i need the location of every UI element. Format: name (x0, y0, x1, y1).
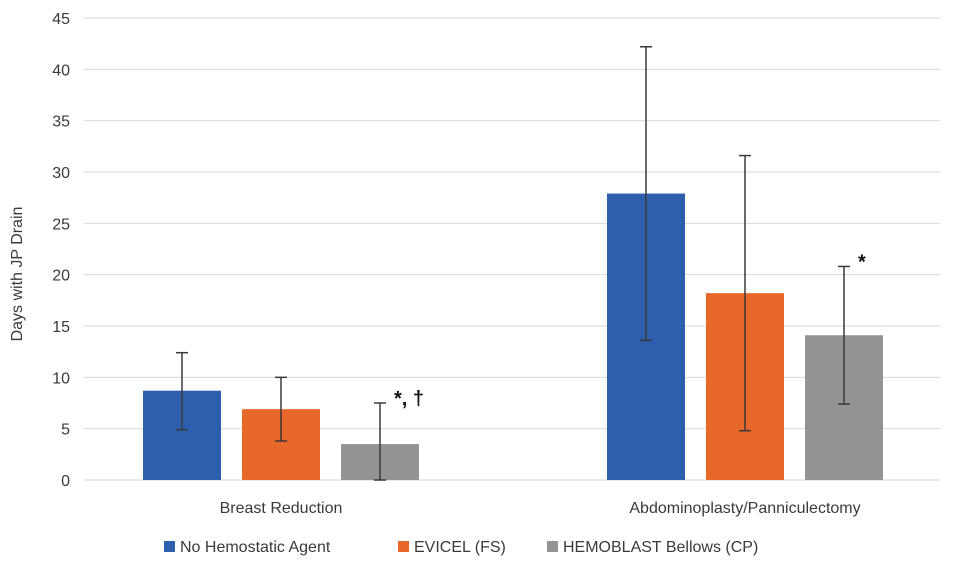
error-bar (739, 154, 751, 432)
legend-swatch (547, 541, 558, 552)
x-category-label: Breast Reduction (220, 500, 343, 517)
error-bar (374, 402, 386, 481)
x-category-label: Abdominoplasty/Panniculectomy (629, 500, 860, 517)
y-axis-title: Days with JP Drain (9, 207, 26, 342)
y-tick-label: 10 (52, 370, 70, 387)
legend-item: No Hemostatic Agent (164, 539, 331, 556)
y-tick-label: 35 (52, 114, 70, 131)
y-tick-label: 30 (52, 165, 70, 182)
y-tick-label: 45 (52, 11, 70, 28)
y-tick-label: 5 (61, 422, 70, 439)
significance-annotations: *, † * (394, 251, 866, 410)
y-tick-label: 15 (52, 319, 70, 336)
legend-label: EVICEL (FS) (414, 539, 506, 556)
significance-marker: *, † (394, 388, 424, 410)
legend-swatch (398, 541, 409, 552)
x-axis-categories: Breast Reduction Abdominoplasty/Pannicule… (220, 500, 861, 517)
y-tick-label: 25 (52, 216, 70, 233)
grid-lines (84, 17, 940, 481)
y-tick-label: 40 (52, 62, 70, 79)
error-bar (640, 45, 652, 342)
legend-item: HEMOBLAST Bellows (CP) (547, 539, 758, 556)
legend-swatch (164, 541, 175, 552)
legend-item: EVICEL (FS) (398, 539, 506, 556)
significance-marker: * (858, 251, 866, 273)
y-tick-label: 20 (52, 268, 70, 285)
legend: No Hemostatic Agent EVICEL (FS) HEMOBLAST … (164, 539, 758, 556)
y-axis-ticks: 0 5 10 15 20 25 30 35 40 45 (52, 11, 70, 490)
bars (143, 193, 883, 480)
error-bar (176, 351, 188, 431)
legend-label: No Hemostatic Agent (180, 539, 331, 556)
error-bar (838, 265, 850, 405)
y-tick-label: 0 (61, 473, 70, 490)
legend-label: HEMOBLAST Bellows (CP) (563, 539, 758, 556)
error-bar (275, 376, 287, 442)
error-bars (176, 45, 850, 481)
